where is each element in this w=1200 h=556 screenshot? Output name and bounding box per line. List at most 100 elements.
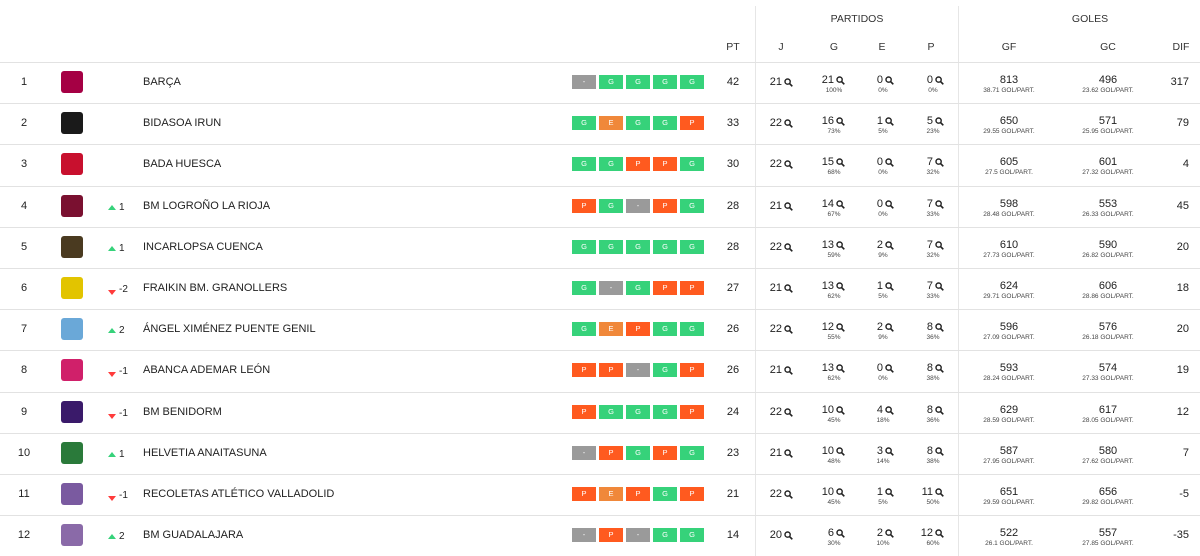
points: 30 — [726, 158, 740, 171]
search-icon[interactable] — [784, 201, 793, 211]
search-icon[interactable] — [885, 488, 894, 497]
divider — [755, 6, 756, 556]
search-icon[interactable] — [836, 76, 845, 85]
search-icon[interactable] — [784, 119, 793, 129]
change-arrow — [108, 451, 116, 457]
search-icon[interactable] — [784, 160, 793, 170]
form-result: P — [680, 487, 704, 501]
form-result: P — [653, 281, 677, 295]
search-icon[interactable] — [784, 407, 793, 417]
stat-j: 21 — [769, 364, 782, 377]
search-icon[interactable] — [935, 158, 944, 168]
search-icon[interactable] — [836, 447, 845, 456]
search-icon[interactable] — [885, 447, 894, 456]
form-result: G — [572, 322, 596, 337]
goals-for: 651 — [999, 486, 1019, 498]
search-icon[interactable] — [784, 284, 793, 293]
change-arrow — [108, 534, 116, 540]
stat-pct: 60% — [926, 540, 940, 548]
team-logo — [61, 153, 83, 176]
team-name[interactable]: BM BENIDORM — [143, 405, 222, 418]
search-icon[interactable] — [935, 529, 944, 539]
search-icon[interactable] — [885, 529, 894, 539]
search-icon[interactable] — [885, 76, 894, 85]
goals-for-avg: 28.59 GOL/PART. — [983, 416, 1035, 424]
search-icon[interactable] — [836, 529, 845, 539]
team-name[interactable]: RECOLETAS ATLÉTICO VALLADOLID — [143, 488, 335, 500]
search-icon[interactable] — [836, 405, 845, 415]
search-icon[interactable] — [836, 241, 845, 250]
search-icon[interactable] — [935, 364, 944, 374]
goal-difference: 45 — [1176, 199, 1189, 212]
search-icon[interactable] — [784, 531, 793, 541]
goals-for: 587 — [999, 444, 1019, 457]
team-name[interactable]: BADA HUESCA — [143, 158, 222, 171]
team-name[interactable]: BARÇA — [143, 76, 181, 88]
stat-p: 7 — [926, 238, 933, 251]
team-name[interactable]: INCARLOPSA CUENCA — [143, 240, 263, 253]
search-icon[interactable] — [885, 117, 894, 127]
search-icon[interactable] — [836, 282, 845, 291]
position-change: -1 — [119, 407, 128, 419]
team-name[interactable]: ABANCA ADEMAR LEÓN — [143, 364, 271, 377]
search-icon[interactable] — [885, 405, 894, 415]
search-icon[interactable] — [784, 243, 793, 252]
search-icon[interactable] — [784, 449, 793, 458]
search-icon[interactable] — [885, 158, 894, 168]
team-name[interactable]: ÁNGEL XIMÉNEZ PUENTE GENIL — [143, 323, 316, 336]
position: 5 — [20, 240, 28, 253]
search-icon[interactable] — [885, 241, 894, 250]
position: 6 — [20, 282, 28, 294]
search-icon[interactable] — [784, 490, 793, 499]
search-icon[interactable] — [935, 76, 944, 85]
table-row: 3 BADA HUESCA G G P P G 30 22 15 68% 0 0% 7 32% 605 27.5… — [0, 144, 1200, 185]
search-icon[interactable] — [836, 117, 845, 127]
goals-against-avg: 28.05 GOL/PART. — [1082, 416, 1134, 424]
search-icon[interactable] — [836, 199, 845, 209]
search-icon[interactable] — [935, 405, 944, 415]
change-arrow — [108, 204, 116, 210]
team-name[interactable]: HELVETIA ANAITASUNA — [143, 446, 267, 459]
search-icon[interactable] — [935, 323, 944, 333]
search-icon[interactable] — [784, 366, 793, 376]
points: 28 — [726, 240, 740, 253]
goals-for: 522 — [999, 527, 1019, 540]
stat-p: 0 — [926, 74, 933, 86]
column-header: E — [878, 41, 886, 53]
goals-for: 650 — [999, 115, 1019, 128]
search-icon[interactable] — [885, 364, 894, 374]
search-icon[interactable] — [836, 364, 845, 374]
search-icon[interactable] — [935, 241, 944, 250]
search-icon[interactable] — [885, 199, 894, 209]
team-name[interactable]: BM GUADALAJARA — [143, 529, 244, 542]
search-icon[interactable] — [935, 117, 944, 127]
team-name[interactable]: BIDASOA IRUN — [143, 117, 222, 130]
team-name[interactable]: BM LOGROÑO LA RIOJA — [143, 199, 271, 212]
search-icon[interactable] — [784, 325, 793, 335]
stat-g: 13 — [821, 362, 834, 375]
search-icon[interactable] — [836, 158, 845, 168]
stat-pct: 9% — [878, 334, 888, 342]
search-icon[interactable] — [784, 78, 793, 87]
search-icon[interactable] — [935, 199, 944, 209]
stat-j: 20 — [769, 529, 782, 542]
goals-against: 576 — [1098, 321, 1118, 334]
table-row: 7 2 ÁNGEL XIMÉNEZ PUENTE GENIL G E P G G 26 22 12 5… — [0, 309, 1200, 350]
search-icon[interactable] — [935, 447, 944, 456]
search-icon[interactable] — [935, 488, 944, 497]
team-name[interactable]: FRAIKIN BM. GRANOLLERS — [143, 282, 288, 294]
search-icon[interactable] — [885, 323, 894, 333]
search-icon[interactable] — [836, 323, 845, 333]
stat-g: 21 — [821, 74, 834, 86]
search-icon[interactable] — [935, 282, 944, 291]
form-result: G — [653, 322, 677, 337]
points: 26 — [726, 364, 740, 377]
search-icon[interactable] — [836, 488, 845, 497]
goals-against-avg: 26.33 GOL/PART. — [1082, 210, 1134, 218]
position-change: -2 — [119, 284, 128, 295]
stat-e: 0 — [876, 362, 883, 375]
team-logo — [61, 524, 83, 547]
stat-g: 13 — [821, 238, 834, 251]
form-result: G — [572, 157, 596, 172]
search-icon[interactable] — [885, 282, 894, 291]
